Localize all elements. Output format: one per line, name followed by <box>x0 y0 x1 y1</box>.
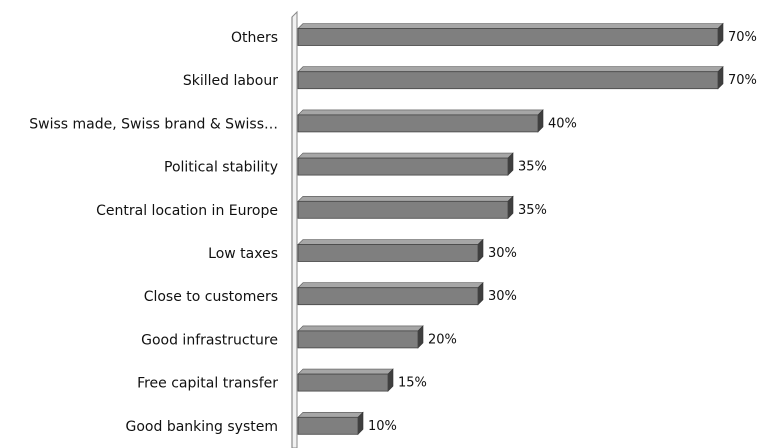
category-label: Political stability <box>164 160 278 176</box>
value-label: 20% <box>428 332 457 347</box>
category-label: Others <box>231 30 278 46</box>
category-label: Skilled labour <box>183 73 278 89</box>
bar-top <box>297 23 724 29</box>
bar-top <box>297 325 424 332</box>
bars <box>297 22 724 436</box>
value-label: 35% <box>518 160 547 175</box>
category-labels: Others Skilled labour Swiss made, Swiss br… <box>29 30 278 435</box>
bar-top <box>297 412 364 418</box>
category-label: Swiss made, Swiss brand & Swiss… <box>29 116 278 132</box>
bar <box>297 157 509 176</box>
value-label: 30% <box>488 246 517 261</box>
value-label: 10% <box>368 419 397 434</box>
bar <box>297 114 539 133</box>
value-label: 35% <box>518 203 547 218</box>
category-label: Good banking system <box>126 419 278 435</box>
bar <box>297 28 719 46</box>
bar <box>297 200 509 219</box>
category-label: Good infrastructure <box>141 332 278 348</box>
bar-top <box>297 239 484 245</box>
bar <box>297 416 359 435</box>
category-label: Central location in Europe <box>96 203 278 219</box>
category-label: Free capital transfer <box>137 376 278 392</box>
axis-wall <box>291 10 298 448</box>
bar-top <box>297 109 544 116</box>
value-label: 15% <box>398 376 427 391</box>
bar <box>297 330 419 349</box>
bar <box>297 373 389 392</box>
bar-top <box>297 152 514 159</box>
bar-top <box>297 196 514 202</box>
category-label: Close to customers <box>144 289 278 305</box>
value-label: 70% <box>728 73 757 88</box>
bar-top <box>297 66 724 72</box>
bar-top <box>297 368 394 375</box>
value-labels: 70% 70% 40% 35% 35% 30% 30% 20% 15% 10% <box>368 30 757 434</box>
value-label: 40% <box>548 116 577 131</box>
bar-top <box>297 282 484 288</box>
bar <box>297 71 719 90</box>
bar <box>297 244 479 262</box>
bar <box>297 287 479 306</box>
category-label: Low taxes <box>208 246 278 262</box>
value-label: 30% <box>488 289 517 304</box>
axis <box>291 10 298 448</box>
value-label: 70% <box>728 30 757 45</box>
